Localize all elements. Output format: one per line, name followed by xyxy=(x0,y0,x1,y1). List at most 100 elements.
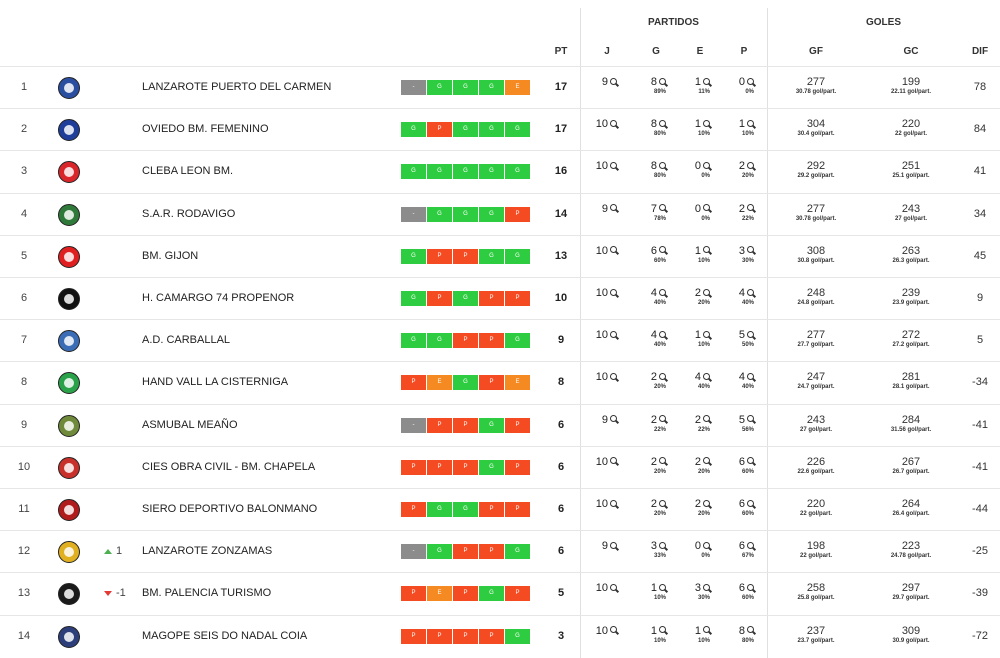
team-name[interactable]: MAGOPE SEIS DO NADAL COIA xyxy=(142,629,308,642)
col-p[interactable]: P xyxy=(740,46,748,57)
col-e[interactable]: E xyxy=(696,46,704,57)
magnifier-icon[interactable] xyxy=(610,541,617,549)
stat-cell[interactable]: 10 xyxy=(585,456,617,468)
magnifier-icon[interactable] xyxy=(659,119,666,127)
magnifier-icon[interactable] xyxy=(610,457,617,465)
magnifier-icon[interactable] xyxy=(747,119,754,127)
magnifier-icon[interactable] xyxy=(703,204,710,212)
magnifier-icon[interactable] xyxy=(659,499,666,507)
stat-cell[interactable]: 10 xyxy=(585,582,617,594)
magnifier-icon[interactable] xyxy=(659,415,666,423)
stat-cell[interactable]: 8 80% xyxy=(630,118,666,137)
magnifier-icon[interactable] xyxy=(747,626,754,634)
stat-cell[interactable]: 10 xyxy=(585,625,617,637)
magnifier-icon[interactable] xyxy=(747,457,754,465)
team-name[interactable]: OVIEDO BM. FEMENINO xyxy=(142,123,269,136)
magnifier-icon[interactable] xyxy=(703,288,710,296)
stat-cell[interactable]: 5 56% xyxy=(718,414,754,433)
team-name[interactable]: BM. GIJON xyxy=(142,249,199,262)
magnifier-icon[interactable] xyxy=(659,583,666,591)
stat-cell[interactable]: 7 78% xyxy=(630,203,666,222)
col-pt[interactable]: PT xyxy=(554,46,568,57)
stat-cell[interactable]: 4 40% xyxy=(718,371,754,390)
stat-cell[interactable]: 2 20% xyxy=(674,287,710,306)
stat-cell[interactable]: 3 30% xyxy=(718,245,754,264)
stat-cell[interactable]: 1 10% xyxy=(674,329,710,348)
magnifier-icon[interactable] xyxy=(659,246,666,254)
team-name[interactable]: A.D. CARBALLAL xyxy=(142,334,231,347)
stat-cell[interactable]: 3 30% xyxy=(674,582,710,601)
magnifier-icon[interactable] xyxy=(610,77,617,85)
magnifier-icon[interactable] xyxy=(659,77,666,85)
col-gc[interactable]: GC xyxy=(903,46,919,57)
stat-cell[interactable]: 3 33% xyxy=(630,540,666,559)
magnifier-icon[interactable] xyxy=(703,330,710,338)
stat-cell[interactable]: 10 xyxy=(585,287,617,299)
team-name[interactable]: HAND VALL LA CISTERNIGA xyxy=(142,376,289,389)
stat-cell[interactable]: 0 0% xyxy=(674,540,710,559)
stat-cell[interactable]: 10 xyxy=(585,118,617,130)
team-name[interactable]: ASMUBAL MEAÑO xyxy=(142,418,238,431)
magnifier-icon[interactable] xyxy=(610,330,617,338)
magnifier-icon[interactable] xyxy=(610,288,617,296)
team-name[interactable]: SIERO DEPORTIVO BALONMANO xyxy=(142,503,318,515)
stat-cell[interactable]: 0 0% xyxy=(674,160,710,179)
stat-cell[interactable]: 0 0% xyxy=(718,76,754,95)
magnifier-icon[interactable] xyxy=(703,372,710,380)
stat-cell[interactable]: 2 22% xyxy=(674,414,710,433)
magnifier-icon[interactable] xyxy=(703,541,710,549)
stat-cell[interactable]: 4 40% xyxy=(630,287,666,306)
stat-cell[interactable]: 4 40% xyxy=(630,329,666,348)
stat-cell[interactable]: 2 22% xyxy=(630,414,666,433)
magnifier-icon[interactable] xyxy=(703,77,710,85)
stat-cell[interactable]: 10 xyxy=(585,160,617,172)
magnifier-icon[interactable] xyxy=(703,499,710,507)
stat-cell[interactable]: 9 xyxy=(585,203,617,215)
team-name[interactable]: S.A.R. RODAVIGO xyxy=(142,207,236,220)
stat-cell[interactable]: 1 10% xyxy=(674,245,710,264)
magnifier-icon[interactable] xyxy=(610,499,617,507)
stat-cell[interactable]: 6 67% xyxy=(718,540,754,559)
magnifier-icon[interactable] xyxy=(747,288,754,296)
magnifier-icon[interactable] xyxy=(747,583,754,591)
magnifier-icon[interactable] xyxy=(659,372,666,380)
stat-cell[interactable]: 2 20% xyxy=(630,498,666,517)
team-name[interactable]: CLEBA LEON BM. xyxy=(142,165,234,178)
stat-cell[interactable]: 5 50% xyxy=(718,329,754,348)
magnifier-icon[interactable] xyxy=(747,541,754,549)
stat-cell[interactable]: 1 10% xyxy=(718,118,754,137)
stat-cell[interactable]: 2 20% xyxy=(630,371,666,390)
team-name[interactable]: LANZAROTE ZONZAMAS xyxy=(142,545,273,558)
team-name[interactable]: BM. PALENCIA TURISMO xyxy=(142,587,272,600)
magnifier-icon[interactable] xyxy=(610,119,617,127)
magnifier-icon[interactable] xyxy=(659,457,666,465)
magnifier-icon[interactable] xyxy=(747,330,754,338)
stat-cell[interactable]: 8 89% xyxy=(630,76,666,95)
stat-cell[interactable]: 9 xyxy=(585,540,617,552)
magnifier-icon[interactable] xyxy=(747,372,754,380)
stat-cell[interactable]: 2 20% xyxy=(718,160,754,179)
magnifier-icon[interactable] xyxy=(747,415,754,423)
stat-cell[interactable]: 2 22% xyxy=(718,203,754,222)
stat-cell[interactable]: 4 40% xyxy=(674,371,710,390)
magnifier-icon[interactable] xyxy=(747,161,754,169)
stat-cell[interactable]: 6 60% xyxy=(630,245,666,264)
stat-cell[interactable]: 10 xyxy=(585,498,617,510)
stat-cell[interactable]: 1 10% xyxy=(674,118,710,137)
stat-cell[interactable]: 1 10% xyxy=(630,582,666,601)
magnifier-icon[interactable] xyxy=(703,583,710,591)
magnifier-icon[interactable] xyxy=(659,161,666,169)
magnifier-icon[interactable] xyxy=(747,204,754,212)
stat-cell[interactable]: 2 20% xyxy=(674,498,710,517)
